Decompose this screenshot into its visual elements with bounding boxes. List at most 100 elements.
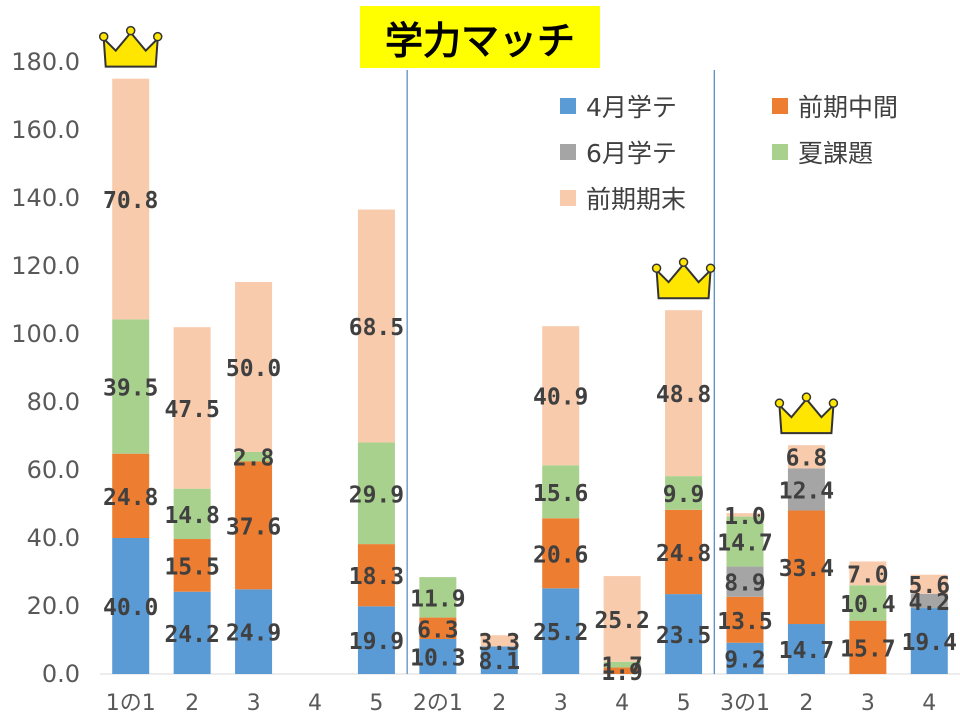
crown-icon [651, 257, 716, 300]
y-tick-label: 160.0 [11, 116, 80, 144]
crown-jewel [678, 257, 689, 267]
bar-segment [112, 538, 150, 674]
legend-label-s5: 前期期末 [586, 185, 687, 214]
bar-segment [726, 513, 764, 517]
data-label: 18.3 [349, 564, 404, 590]
y-tick-label: 20.0 [27, 592, 80, 620]
data-label: 24.2 [164, 622, 219, 648]
x-tick-label: 2 [185, 691, 199, 716]
y-tick-label: 100.0 [11, 320, 80, 348]
bar-segment [235, 281, 273, 452]
y-tick-label: 80.0 [27, 388, 80, 416]
bar-segment [849, 585, 887, 621]
data-label: 1.9 [601, 660, 643, 686]
y-axis: 0.0 20.0 40.0 60.0 80.0 100.0 120.0 140.0 160.0 1… [11, 48, 80, 688]
y-tick-label: 0.0 [42, 660, 80, 688]
data-label: 19.9 [349, 629, 404, 655]
data-label: 1.7 [601, 654, 643, 680]
crown-shape [778, 397, 835, 435]
data-label: 11.9 [410, 586, 465, 612]
legend-item-s2: 前期中間 [772, 88, 898, 124]
legend-swatch-s2 [772, 98, 788, 114]
data-label: 5.6 [909, 573, 951, 599]
crown-jewel [152, 31, 163, 42]
data-label: 8.9 [724, 571, 766, 597]
x-tick-label: 4 [308, 691, 322, 716]
data-label: 10.4 [840, 592, 895, 618]
bar-segment [603, 576, 641, 662]
data-label: 7.0 [847, 562, 889, 588]
bar-segment [112, 319, 150, 454]
data-label: 29.9 [349, 482, 404, 508]
bar-segment [173, 539, 211, 592]
data-label: 8.1 [479, 649, 521, 675]
x-tick-label: 3 [861, 691, 875, 716]
legend-item-s4: 夏課題 [772, 134, 873, 170]
data-label: 23.5 [656, 623, 711, 649]
data-label: 50.0 [226, 356, 281, 382]
data-label: 6.3 [417, 617, 459, 643]
bar-segment [603, 667, 641, 674]
bar-segment [787, 445, 825, 469]
x-tick-label: 2 [799, 691, 813, 716]
bar-segment [726, 516, 764, 567]
chart-title-box: 学力マッチ [360, 6, 600, 68]
data-label: 14.8 [164, 503, 219, 529]
bar-segment [419, 577, 457, 618]
bar-segment [542, 326, 580, 466]
x-tick-label: 3 [554, 691, 568, 716]
data-label: 9.2 [724, 647, 766, 673]
data-label: 15.5 [164, 554, 219, 580]
data-label: 15.7 [840, 636, 895, 662]
crown-jewel [801, 392, 812, 402]
bar-segment [357, 544, 395, 607]
data-label: 3.3 [479, 630, 521, 656]
data-label: 6.8 [786, 446, 828, 472]
bar-segment [480, 635, 518, 647]
data-label: 47.5 [164, 397, 219, 423]
x-tick-label: 4 [922, 691, 936, 716]
x-tick-label: 3の1 [720, 691, 770, 716]
legend-item-s3: 6月学テ [560, 134, 677, 170]
bar-series [112, 78, 948, 674]
class-dividers [406, 70, 715, 674]
data-label: 68.5 [349, 315, 404, 341]
x-tick-label: 2 [492, 691, 506, 716]
x-axis: 1の1 2 3 4 5 2の1 2 3 4 5 3の1 2 3 4 [100, 673, 960, 716]
bar-segment [419, 638, 457, 674]
data-label: 2.8 [233, 446, 275, 472]
bar-segment [665, 476, 703, 510]
bar-segment [787, 468, 825, 511]
bar-segment [665, 594, 703, 674]
bar-segment [910, 608, 948, 674]
crown-jewel [705, 263, 716, 273]
data-label: 37.6 [226, 514, 281, 540]
bar-segment [235, 589, 273, 674]
legend-label-s1: 4月学テ [586, 93, 677, 122]
bar-segment [173, 591, 211, 674]
bar-segment [480, 646, 518, 674]
bar-segment [419, 617, 457, 639]
data-label: 70.8 [103, 188, 158, 214]
bar-segment [726, 596, 764, 643]
bar-segment [849, 620, 887, 674]
data-label: 39.5 [103, 376, 158, 402]
bar-segment [542, 465, 580, 519]
data-label: 24.9 [226, 621, 281, 647]
bar-segment [357, 606, 395, 674]
data-label: 25.2 [533, 620, 588, 646]
legend-swatch-s4 [772, 144, 788, 160]
bar-segment [173, 327, 211, 489]
data-label: 40.0 [103, 595, 158, 621]
bar-segment [787, 624, 825, 674]
bar-segment [112, 453, 150, 538]
legend-swatch-s3 [560, 144, 576, 160]
data-label: 40.9 [533, 385, 588, 411]
bar-segment [726, 642, 764, 674]
crowns [98, 25, 839, 435]
legend-item-s1: 4月学テ [560, 88, 677, 124]
chart-title: 学力マッチ [384, 18, 575, 63]
legend-label-s4: 夏課題 [798, 139, 874, 168]
data-label: 10.3 [410, 645, 465, 671]
crown-shape [102, 31, 159, 68]
